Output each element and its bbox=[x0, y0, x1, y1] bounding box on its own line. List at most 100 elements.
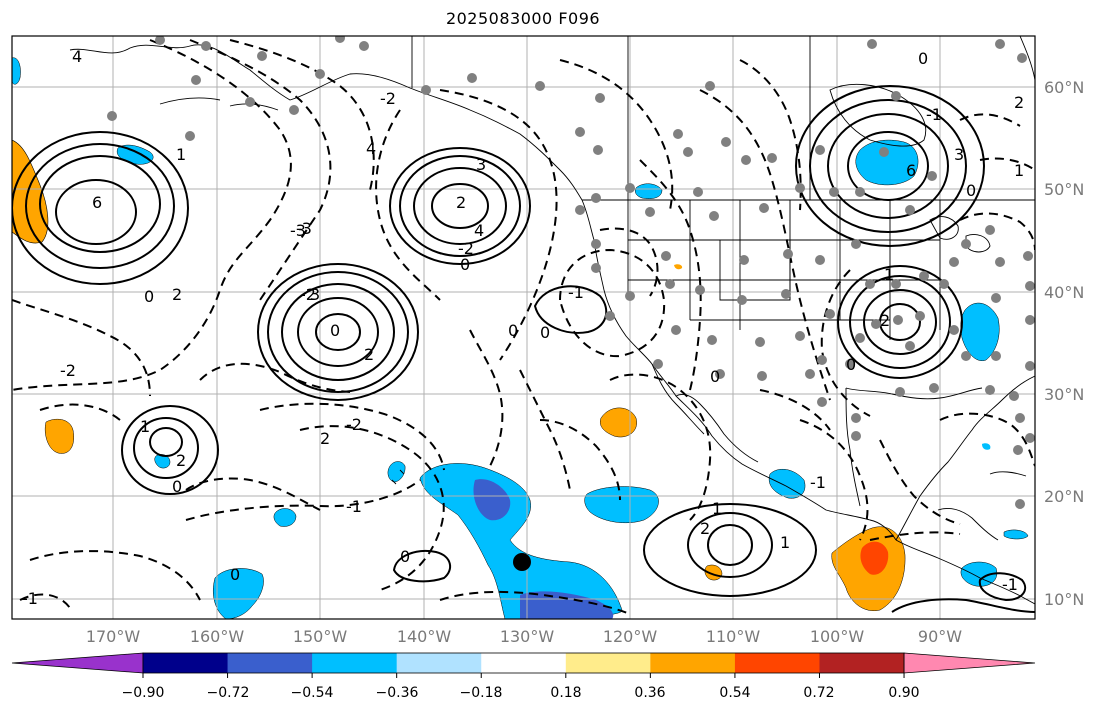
contour-label: 2 bbox=[1014, 93, 1024, 112]
colorbar-swatch bbox=[396, 653, 482, 673]
contour-label: 2 bbox=[176, 451, 186, 470]
colorbar-swatch bbox=[143, 653, 229, 673]
contour-label: -1 bbox=[568, 283, 584, 302]
colorbar-tick-label: 0.54 bbox=[719, 685, 750, 701]
longitude-label: 140°W bbox=[397, 627, 452, 646]
alaska-low-contours bbox=[389, 147, 531, 265]
contour-label: 0 bbox=[230, 565, 240, 584]
contour-label: -2 bbox=[300, 285, 316, 304]
contour-label: 1 bbox=[780, 533, 790, 552]
contour-label: 6 bbox=[906, 161, 916, 180]
colorbar-swatch bbox=[481, 653, 567, 673]
colorbar-tick-label: −0.36 bbox=[376, 685, 419, 701]
contour-label: -1 bbox=[22, 589, 38, 608]
colorbar-tick-label: −0.54 bbox=[291, 685, 334, 701]
contour-label: 0 bbox=[710, 367, 720, 386]
canada-contours bbox=[795, 85, 985, 247]
contour-label: 0 bbox=[460, 255, 470, 274]
contour-label: -2 bbox=[458, 239, 474, 258]
station-dots bbox=[107, 36, 1035, 509]
latitude-label: 60°N bbox=[1044, 78, 1084, 97]
contour-label: 2 bbox=[700, 519, 710, 538]
contour-label: 2 bbox=[456, 193, 466, 212]
contour-label: 3 bbox=[476, 155, 486, 174]
contour-label: -1 bbox=[346, 497, 362, 516]
longitude-label: 150°W bbox=[293, 627, 348, 646]
contour-lines bbox=[12, 39, 1035, 615]
contour-label: 6 bbox=[92, 193, 102, 212]
contour-label: -3 bbox=[290, 221, 306, 240]
contour-label: 0 bbox=[540, 323, 550, 342]
pacific-low-contours bbox=[257, 263, 419, 401]
colorbar-swatch bbox=[227, 653, 313, 673]
contour-label: 0 bbox=[400, 547, 410, 566]
shaded-fields bbox=[12, 57, 1029, 619]
contour-label: 1 bbox=[140, 417, 150, 436]
longitude-label: 160°W bbox=[190, 627, 245, 646]
colorbar-swatch bbox=[903, 652, 1036, 674]
contour-label: 4 bbox=[72, 47, 82, 66]
western-high-contours bbox=[12, 131, 189, 285]
contour-label: -2 bbox=[346, 415, 362, 434]
colorbar-tick-label: −0.90 bbox=[122, 685, 165, 701]
map-title: 2025083000 F096 bbox=[445, 9, 601, 28]
latitude-label: 10°N bbox=[1044, 590, 1084, 609]
dashed-contours bbox=[12, 39, 1035, 615]
contour-label: -1 bbox=[926, 105, 942, 124]
contour-label: 1 bbox=[1014, 161, 1024, 180]
longitude-label: 110°W bbox=[706, 627, 761, 646]
colorbar-swatches bbox=[11, 652, 1036, 674]
latitude-label: 30°N bbox=[1044, 385, 1084, 404]
contour-label: -1 bbox=[1002, 575, 1018, 594]
colorbar-outline bbox=[142, 652, 905, 674]
contour-label: -3 bbox=[296, 219, 312, 238]
contour-label: 4 bbox=[474, 221, 484, 240]
contour-label: 0 bbox=[330, 321, 340, 340]
graticule bbox=[12, 36, 1035, 619]
contour-label: 1 bbox=[176, 145, 186, 164]
contour-label: 0 bbox=[846, 355, 856, 374]
colorbar-tick-label: 0.90 bbox=[888, 685, 919, 701]
longitude-axis: 170°W 160°W 150°W 140°W 130°W 120°W 110°… bbox=[86, 627, 962, 646]
colorbar-ticks bbox=[142, 673, 905, 678]
storm-center-dot bbox=[513, 553, 531, 571]
longitude-label: 120°W bbox=[603, 627, 658, 646]
contour-label-group: 4 6 1 4 3 -3 -2 -2 0 2 -2 0 3 0 -3 2 4 0… bbox=[22, 47, 1024, 608]
longitude-label: 170°W bbox=[86, 627, 141, 646]
colorbar-swatch bbox=[734, 653, 820, 673]
colorbar-tick-label: −0.18 bbox=[460, 685, 503, 701]
contour-label: 1 bbox=[884, 265, 894, 284]
contour-label: 0 bbox=[918, 49, 928, 68]
colorbar-swatch bbox=[819, 653, 905, 673]
colorbar-swatch bbox=[11, 652, 144, 674]
latitude-label: 50°N bbox=[1044, 180, 1084, 199]
contour-label: -2 bbox=[60, 361, 76, 380]
contour-label: 3 bbox=[954, 145, 964, 164]
colorbar-swatch bbox=[312, 653, 398, 673]
contour-label: 0 bbox=[172, 477, 182, 496]
contour-label: 0 bbox=[508, 321, 518, 340]
contour-label: 3 bbox=[310, 285, 320, 304]
latitude-label: 40°N bbox=[1044, 283, 1084, 302]
contour-label: 2 bbox=[880, 311, 890, 330]
longitude-label: 100°W bbox=[810, 627, 865, 646]
longitude-label: 130°W bbox=[500, 627, 555, 646]
central-us-contours bbox=[837, 265, 963, 379]
colorbar-tick-label: −0.72 bbox=[207, 685, 250, 701]
colorbar: −0.90 −0.72 −0.54 −0.36 −0.18 0.18 0.36 … bbox=[11, 652, 1036, 701]
contour-label: -2 bbox=[380, 89, 396, 108]
latitude-axis: 60°N 50°N 40°N 30°N 20°N 10°N bbox=[1044, 78, 1084, 609]
longitude-label: 90°W bbox=[918, 627, 962, 646]
latitude-label: 20°N bbox=[1044, 487, 1084, 506]
contour-label: 1 bbox=[712, 499, 722, 518]
contour-label: 4 bbox=[366, 139, 376, 158]
colorbar-swatch bbox=[650, 653, 736, 673]
colorbar-tick-label: 0.36 bbox=[634, 685, 665, 701]
contour-label: -1 bbox=[810, 473, 826, 492]
contour-label: 2 bbox=[320, 429, 330, 448]
colorbar-tick-label: 0.72 bbox=[803, 685, 834, 701]
coastlines-and-borders bbox=[69, 36, 1035, 605]
colorbar-tick-label: 0.18 bbox=[550, 685, 581, 701]
contour-label: 0 bbox=[144, 287, 154, 306]
